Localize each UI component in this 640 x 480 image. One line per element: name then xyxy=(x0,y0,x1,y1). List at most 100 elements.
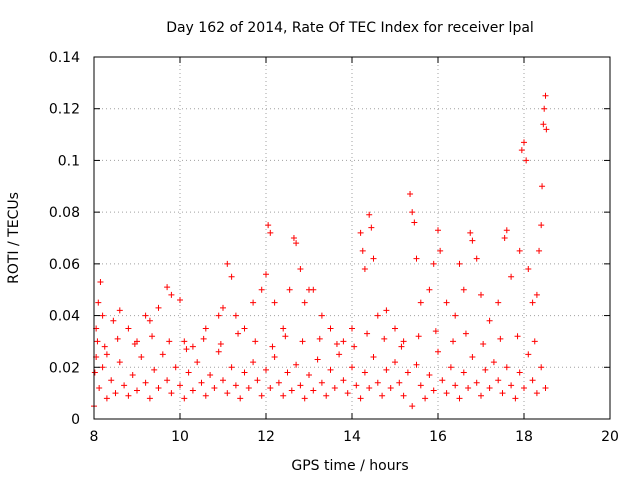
data-point xyxy=(379,393,385,399)
y-axis-label: ROTI / TECUs xyxy=(6,192,22,284)
data-point xyxy=(381,336,387,342)
data-point xyxy=(151,367,157,373)
data-point xyxy=(465,385,471,391)
data-point xyxy=(263,271,269,277)
data-point xyxy=(543,93,549,99)
data-point xyxy=(383,367,389,373)
data-point xyxy=(349,326,355,332)
data-point xyxy=(265,222,271,228)
data-point xyxy=(220,305,226,311)
data-point xyxy=(164,377,170,383)
data-point xyxy=(252,338,258,344)
data-point xyxy=(366,385,372,391)
data-point xyxy=(411,219,417,225)
data-point xyxy=(183,346,189,352)
data-point xyxy=(147,395,153,401)
data-point xyxy=(439,377,445,383)
data-point xyxy=(371,354,377,360)
data-point xyxy=(287,287,293,293)
data-point xyxy=(487,318,493,324)
data-point xyxy=(375,313,381,319)
data-point xyxy=(482,367,488,373)
data-point xyxy=(310,388,316,394)
data-point xyxy=(457,261,463,267)
data-point xyxy=(194,359,200,365)
data-point xyxy=(108,377,114,383)
data-point xyxy=(362,266,368,272)
data-point xyxy=(306,372,312,378)
data-point xyxy=(168,292,174,298)
data-point xyxy=(104,351,110,357)
data-point xyxy=(297,266,303,272)
data-point xyxy=(117,307,123,313)
data-point xyxy=(259,393,265,399)
data-point xyxy=(540,121,546,127)
data-point xyxy=(211,385,217,391)
data-point xyxy=(360,248,366,254)
data-point xyxy=(388,385,394,391)
data-point xyxy=(358,230,364,236)
y-tick-label: 0.08 xyxy=(49,205,80,221)
data-point xyxy=(156,305,162,311)
data-point xyxy=(340,338,346,344)
data-point xyxy=(364,331,370,337)
data-point xyxy=(332,385,338,391)
y-tick-label: 0.12 xyxy=(49,102,80,118)
data-point xyxy=(138,354,144,360)
data-point xyxy=(416,333,422,339)
data-point xyxy=(297,382,303,388)
data-point xyxy=(166,338,172,344)
data-point xyxy=(461,287,467,293)
data-point xyxy=(250,359,256,365)
data-point xyxy=(254,377,260,383)
data-point xyxy=(463,331,469,337)
data-point xyxy=(353,382,359,388)
data-point xyxy=(504,364,510,370)
data-point xyxy=(276,380,282,386)
data-point xyxy=(190,388,196,394)
data-point xyxy=(315,357,321,363)
data-point xyxy=(504,227,510,233)
data-point xyxy=(500,390,506,396)
data-point xyxy=(319,380,325,386)
data-point xyxy=(293,240,299,246)
data-point xyxy=(418,300,424,306)
data-point xyxy=(502,235,508,241)
data-point xyxy=(543,385,549,391)
data-point xyxy=(508,382,514,388)
data-point xyxy=(534,390,540,396)
data-point xyxy=(543,126,549,132)
data-point xyxy=(280,393,286,399)
data-point xyxy=(95,300,101,306)
data-point xyxy=(461,369,467,375)
data-point xyxy=(201,336,207,342)
data-point xyxy=(401,338,407,344)
x-axis-label: GPS time / hours xyxy=(291,458,408,474)
y-tick-label: 0 xyxy=(71,412,80,428)
data-point xyxy=(160,351,166,357)
data-point xyxy=(224,390,230,396)
data-point xyxy=(431,261,437,267)
x-tick-label: 10 xyxy=(171,429,189,445)
data-point xyxy=(173,364,179,370)
data-point xyxy=(532,338,538,344)
data-point xyxy=(125,393,131,399)
data-point xyxy=(280,326,286,332)
data-point xyxy=(203,393,209,399)
data-point xyxy=(467,230,473,236)
data-point xyxy=(435,349,441,355)
data-point xyxy=(401,393,407,399)
data-point xyxy=(525,351,531,357)
data-point xyxy=(199,380,205,386)
data-point xyxy=(115,336,121,342)
data-point xyxy=(285,369,291,375)
y-tick-label: 0.04 xyxy=(49,309,80,325)
data-point xyxy=(392,359,398,365)
data-point xyxy=(478,292,484,298)
data-point xyxy=(375,380,381,386)
data-point xyxy=(534,292,540,298)
data-point xyxy=(328,326,334,332)
data-point xyxy=(398,344,404,350)
data-point xyxy=(474,380,480,386)
data-point xyxy=(523,157,529,163)
